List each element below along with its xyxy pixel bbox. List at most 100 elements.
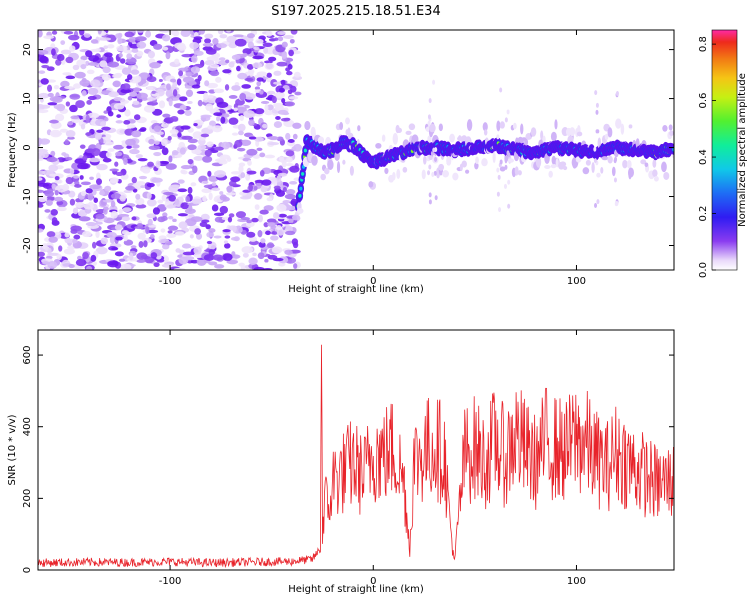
noise-blob: [167, 225, 179, 231]
streak-blob: [428, 164, 432, 170]
noise-blob: [79, 144, 86, 149]
streak-blob: [615, 91, 619, 97]
noise-blob: [230, 171, 242, 175]
snr-plot-area: [38, 330, 674, 570]
halo-blob: [499, 166, 506, 172]
noise-blob: [68, 264, 75, 269]
noise-blob: [277, 109, 289, 115]
noise-blob: [247, 160, 252, 166]
halo-blob: [615, 118, 622, 129]
halo-blob: [304, 120, 311, 131]
noise-blob: [56, 200, 64, 206]
noise-blob: [95, 221, 103, 225]
noise-blob: [260, 100, 270, 105]
noise-blob: [172, 218, 177, 223]
noise-blob: [275, 189, 286, 197]
noise-blob: [267, 254, 278, 260]
noise-blob: [292, 122, 302, 129]
snr-panel: -100 0 100 0 200 400 600 Height of straight l…: [7, 329, 675, 595]
noise-blob: [38, 195, 48, 203]
noise-blob: [109, 177, 119, 184]
noise-blob: [47, 84, 53, 92]
streak-blob: [595, 109, 599, 115]
noise-blob: [158, 78, 163, 83]
noise-blob: [102, 66, 111, 74]
halo-blob: [653, 176, 659, 182]
spectrogram-y-axis-label: Frequency (Hz): [7, 112, 18, 188]
noise-blob: [262, 123, 268, 129]
noise-blob: [180, 125, 191, 130]
halo-blob: [375, 142, 382, 149]
noise-blob: [110, 210, 118, 219]
y-tick-label: -10: [22, 188, 33, 204]
noise-blob: [282, 35, 294, 39]
noise-blob: [42, 169, 54, 176]
noise-blob: [263, 205, 274, 211]
noise-blob: [233, 107, 238, 112]
halo-blob: [582, 167, 590, 175]
streak-blob: [427, 114, 431, 120]
streak-blob: [433, 170, 437, 176]
x-tick-label: -100: [159, 576, 182, 587]
noise-blob: [115, 236, 123, 241]
noise-blob: [238, 165, 244, 173]
noise-blob: [184, 109, 192, 116]
y-tick-label: 0: [22, 567, 33, 573]
noise-blob: [138, 175, 148, 180]
noise-blob: [146, 192, 152, 200]
noise-blob: [125, 185, 135, 191]
halo-blob: [336, 161, 341, 174]
noise-blob: [81, 90, 87, 97]
noise-blob: [86, 69, 95, 75]
noise-blob: [38, 203, 44, 208]
noise-blob: [226, 185, 233, 193]
noise-blob: [119, 58, 126, 64]
noise-blob: [137, 232, 146, 240]
halo-blob: [334, 150, 340, 162]
noise-blob: [182, 251, 195, 256]
snr-x-ticks: -100 0 100: [159, 330, 586, 587]
noise-blob: [246, 170, 257, 175]
halo-blob: [349, 165, 354, 176]
noise-blob: [51, 183, 56, 189]
noise-blob: [72, 64, 80, 71]
noise-blob: [148, 145, 161, 151]
noise-blob: [47, 102, 58, 106]
noise-blob: [155, 160, 161, 169]
streak-blob: [507, 152, 511, 158]
noise-blob: [211, 182, 217, 187]
noise-blob: [286, 156, 293, 163]
noise-blob: [204, 149, 212, 157]
noise-blob: [129, 91, 138, 97]
noise-blob: [132, 100, 140, 106]
noise-blob: [133, 87, 141, 93]
noise-blob: [254, 86, 261, 91]
noise-blob: [56, 53, 65, 62]
noise-blob: [127, 96, 133, 101]
noise-blob: [228, 61, 235, 68]
halo-blob: [483, 129, 488, 136]
noise-blob: [51, 96, 63, 103]
noise-blob: [178, 70, 184, 77]
noise-blob: [179, 104, 187, 111]
noise-blob: [284, 205, 297, 211]
noise-blob: [289, 38, 295, 44]
noise-blob: [160, 228, 166, 233]
noise-blob: [115, 33, 122, 39]
noise-blob: [39, 97, 44, 103]
noise-blob: [213, 235, 222, 239]
streak-blob: [507, 179, 511, 185]
noise-blob: [38, 92, 50, 99]
noise-blob: [180, 202, 190, 210]
noise-blob: [63, 30, 74, 35]
noise-blob: [146, 213, 157, 219]
noise-blob: [193, 30, 200, 33]
colorbar-tick-label: 0.4: [698, 149, 709, 165]
noise-blob: [149, 234, 155, 239]
noise-blob: [251, 217, 259, 223]
halo-blob: [652, 169, 658, 178]
noise-blob: [252, 62, 263, 69]
noise-blob: [291, 238, 299, 246]
halo-blob: [342, 159, 346, 165]
